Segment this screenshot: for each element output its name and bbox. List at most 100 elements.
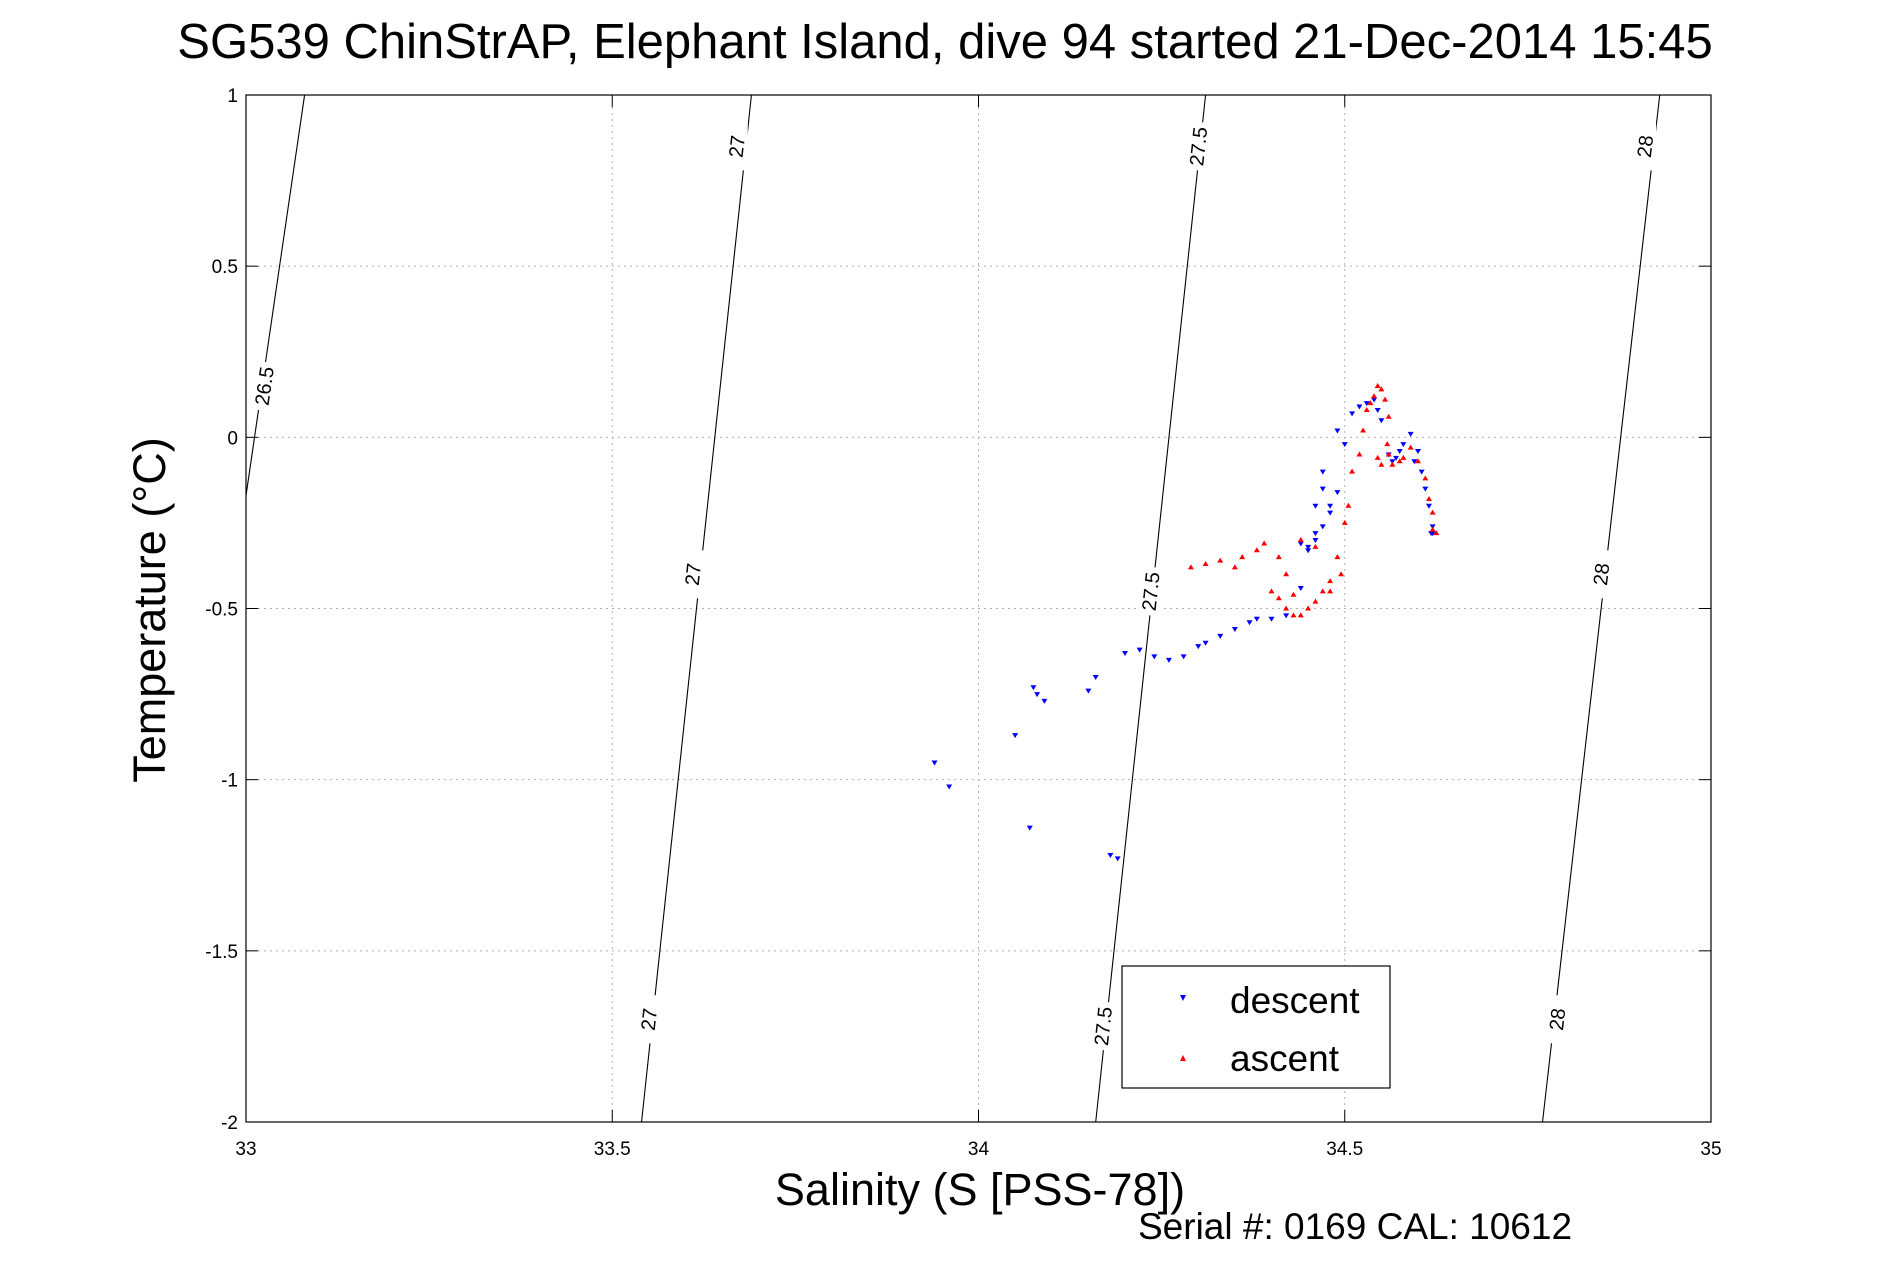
contour-label: 27	[726, 134, 750, 158]
ascent-point	[1297, 537, 1304, 543]
descent-point	[1378, 418, 1385, 424]
descent-point	[1349, 411, 1356, 417]
descent-point	[1319, 469, 1326, 475]
ascent-point	[1217, 557, 1224, 563]
contour-label: 28	[1590, 562, 1614, 587]
descent-point	[1085, 688, 1092, 694]
ascent-point	[1231, 564, 1238, 570]
legend: descent ascent	[1121, 965, 1391, 1089]
descent-point	[1283, 613, 1290, 619]
contour-label: 27.5	[1186, 126, 1212, 167]
x-axis-ticks: 33 33.5 34 34.5 35	[235, 95, 1722, 1160]
ascent-point	[1319, 588, 1326, 594]
descent-point	[1319, 524, 1326, 530]
isopycnal-line	[245, 94, 306, 496]
descent-point	[1374, 407, 1381, 413]
descent-point	[1202, 640, 1209, 646]
descent-point	[1122, 651, 1128, 657]
contour-label-bg	[1590, 550, 1613, 599]
ascent-point	[1356, 451, 1363, 457]
descent-point	[1012, 733, 1019, 739]
descent-point	[1312, 531, 1319, 537]
ascent-point	[1349, 468, 1356, 474]
ascent-point	[1275, 554, 1282, 560]
ascent-point	[1374, 382, 1381, 388]
ascent-point	[1385, 413, 1392, 419]
descent-point	[1253, 616, 1260, 622]
descent-point	[1425, 503, 1432, 509]
y-axis-label: Temperature (°C)	[124, 437, 175, 783]
descent-point	[1327, 503, 1334, 509]
descent-point	[1195, 644, 1202, 650]
ascent-point	[1297, 612, 1304, 618]
ascent-point	[1275, 595, 1282, 601]
contour-label-bg	[1546, 995, 1569, 1044]
legend-ascent-marker	[1180, 1055, 1186, 1061]
descent-point	[1114, 856, 1121, 862]
descent-point	[946, 784, 953, 790]
ascent-point	[1261, 540, 1268, 546]
descent-point	[1429, 531, 1436, 537]
contour-label: 27.5	[1091, 1006, 1117, 1047]
legend-descent-label: descent	[1230, 980, 1360, 1021]
descent-point	[1180, 654, 1187, 660]
descent-point	[1418, 469, 1425, 475]
descent-point	[1297, 541, 1304, 547]
ascent-point	[1187, 564, 1194, 570]
descent-point	[1092, 674, 1099, 680]
y-tick-label: 0.5	[212, 257, 238, 278]
descent-point	[1107, 852, 1114, 858]
y-tick-label: -1.5	[205, 942, 238, 963]
ascent-point	[1422, 475, 1429, 481]
contour-label: 28	[1634, 134, 1658, 159]
y-tick-label: -1	[221, 771, 238, 792]
descent-point	[1312, 538, 1319, 544]
ascent-series	[1187, 382, 1440, 618]
ascent-point	[1385, 451, 1392, 457]
descent-point	[1400, 442, 1407, 448]
ascent-point	[1360, 427, 1367, 433]
ascent-point	[1363, 406, 1370, 412]
ascent-point	[1396, 458, 1403, 464]
contour-label-bg	[681, 550, 704, 599]
contour-label-bg	[1634, 122, 1657, 171]
ascent-point	[1290, 612, 1297, 618]
ascent-point	[1327, 588, 1334, 594]
descent-point	[1407, 431, 1414, 437]
ascent-point	[1407, 444, 1414, 450]
ascent-point	[1367, 400, 1374, 406]
isopycnal-line	[1541, 94, 1661, 1123]
descent-point	[1217, 633, 1224, 639]
contour-label: 28	[1546, 1007, 1570, 1032]
descent-point	[1231, 627, 1238, 633]
ascent-point	[1384, 441, 1391, 447]
ascent-point	[1371, 393, 1378, 399]
ascent-point	[1305, 605, 1312, 611]
ascent-point	[1253, 547, 1260, 553]
y-tick-label: 1	[227, 86, 238, 107]
descent-point	[1297, 585, 1304, 591]
ascent-point	[1338, 571, 1345, 577]
ascent-point	[1378, 386, 1385, 392]
data-points	[931, 382, 1440, 862]
contour-label-bg	[1092, 1002, 1115, 1051]
y-axis-ticks: 1 0.5 0 -0.5 -1 -1.5 -2	[205, 86, 1711, 1134]
ascent-point	[1429, 509, 1436, 515]
x-tick-label: 34.5	[1326, 1139, 1363, 1160]
descent-point	[1268, 616, 1275, 622]
descent-point	[1334, 428, 1341, 434]
descent-point	[1334, 490, 1341, 496]
descent-point	[1371, 397, 1378, 403]
serial-cal-footer: Serial #: 0169 CAL: 10612	[1138, 1206, 1572, 1247]
legend-box	[1121, 965, 1391, 1089]
ascent-point	[1433, 530, 1440, 536]
ascent-point	[1202, 560, 1209, 566]
descent-point	[1030, 685, 1037, 691]
ascent-point	[1425, 495, 1432, 501]
ascent-point	[1341, 519, 1348, 525]
descent-point	[1422, 486, 1429, 492]
descent-point	[1136, 647, 1143, 653]
descent-point	[1305, 544, 1312, 550]
